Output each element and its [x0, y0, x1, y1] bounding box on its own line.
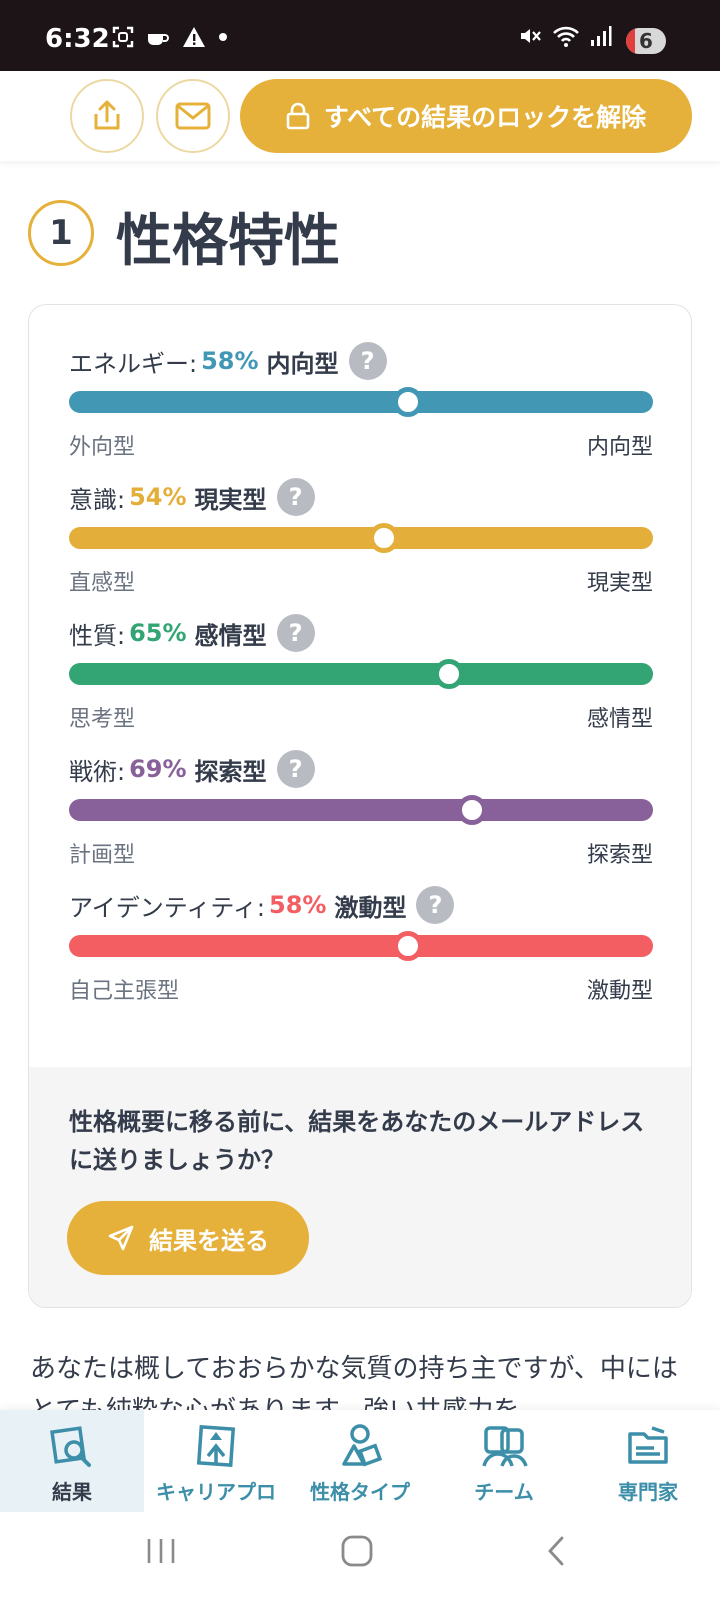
trait-percent: 54%: [129, 483, 187, 511]
mute-icon: [521, 29, 541, 43]
trait-dominant-side: 探索型: [194, 757, 267, 786]
traits-card: エネルギー: 58% 内向型? 外向型 内向型 意識: 54% 現実型? 直感型 現実型 性質: 65…: [28, 304, 692, 1308]
section-number: 1: [28, 200, 94, 266]
screenshot-icon: [112, 26, 134, 48]
send-icon: [108, 1225, 134, 1251]
nav-item-career[interactable]: キャリアプロ: [144, 1410, 288, 1512]
trait-heading: エネルギー: 58% 内向型?: [69, 341, 387, 381]
help-icon[interactable]: ?: [276, 750, 315, 788]
results-icon: [50, 1426, 91, 1467]
help-icon[interactable]: ?: [348, 342, 387, 380]
trait-left-label: 外向型: [69, 435, 136, 460]
trait-percent: 69%: [129, 755, 187, 783]
recent-apps-icon[interactable]: [144, 1534, 178, 1568]
status-notification-icons: [112, 26, 228, 48]
top-action-bar: すべての結果のロックを解除: [0, 71, 720, 161]
nav-label: 専門家: [618, 1480, 678, 1504]
share-button[interactable]: [70, 79, 144, 153]
nav-item-results[interactable]: 結果: [0, 1410, 144, 1512]
trait-dominant-side: 内向型: [266, 349, 339, 378]
trait-marker: [433, 659, 464, 689]
trait-bar: [69, 523, 653, 553]
battery-indicator: 6: [626, 28, 666, 54]
status-time: 6:32: [45, 24, 110, 54]
coffee-icon: [148, 34, 169, 45]
trait-bar: [69, 387, 653, 417]
trait-heading: アイデンティティ: 58% 激動型?: [69, 885, 455, 925]
trait-dominant-side: 感情型: [194, 621, 267, 650]
mail-icon: [175, 102, 211, 130]
trait-marker: [456, 795, 487, 825]
nav-item-personality-types[interactable]: 性格タイプ: [288, 1410, 432, 1512]
nav-item-team[interactable]: チーム: [432, 1410, 576, 1512]
unlock-all-results-button[interactable]: すべての結果のロックを解除: [240, 79, 692, 153]
trait-heading: 戦術: 69% 探索型?: [69, 749, 315, 789]
warning-icon: [183, 27, 205, 47]
trait-marker: [369, 523, 400, 553]
trait-percent: 58%: [269, 891, 327, 919]
trait-marker: [392, 387, 423, 417]
trait-bar: [69, 659, 653, 689]
trait-percent: 58%: [201, 347, 259, 375]
trait-left-label: 思考型: [69, 707, 136, 732]
trait-left-label: 直感型: [69, 571, 136, 596]
trait-right-label: 内向型: [586, 435, 653, 460]
email-button[interactable]: [156, 79, 230, 153]
nav-label: 結果: [52, 1480, 92, 1504]
experts-icon: [628, 1426, 668, 1464]
trait-name: 意識:: [69, 485, 126, 514]
system-navigation-bar: [0, 1512, 720, 1600]
trait-right-label: 感情型: [586, 707, 653, 732]
trait-left-label: 計画型: [69, 843, 136, 868]
lock-icon: [286, 102, 310, 130]
trait-left-label: 自己主張型: [69, 979, 180, 1004]
help-icon[interactable]: ?: [276, 478, 315, 516]
email-prompt-text: 性格概要に移る前に、結果をあなたのメールアドレスに送りましょうか？: [69, 1108, 645, 1174]
wifi-icon: [553, 26, 579, 47]
battery-level: 6: [639, 29, 653, 53]
trait-name: エネルギー:: [69, 349, 198, 378]
trait-bar: [69, 795, 653, 825]
send-results-button[interactable]: 結果を送る: [67, 1201, 309, 1275]
send-results-label: 結果を送る: [149, 1226, 269, 1255]
unlock-label: すべての結果のロックを解除: [323, 103, 647, 132]
trait-name: 性質:: [69, 621, 126, 650]
trait-heading: 性質: 65% 感情型?: [69, 613, 315, 653]
share-icon: [94, 100, 120, 130]
personality-types-icon: [342, 1424, 383, 1467]
trait-bar: [69, 931, 653, 961]
nav-label: 性格タイプ: [310, 1480, 410, 1504]
help-icon[interactable]: ?: [416, 886, 455, 924]
trait-dominant-side: 現実型: [194, 485, 267, 514]
trait-name: アイデンティティ:: [69, 893, 266, 922]
home-icon[interactable]: [340, 1534, 374, 1568]
nav-label: チーム: [474, 1480, 534, 1504]
back-icon[interactable]: [540, 1534, 574, 1568]
nav-item-experts[interactable]: 専門家: [576, 1410, 720, 1512]
dot-icon: [219, 33, 227, 41]
trait-dominant-side: 激動型: [334, 893, 407, 922]
team-icon: [482, 1426, 528, 1467]
trait-heading: 意識: 54% 現実型?: [69, 477, 315, 517]
status-bar: 6:32 6: [0, 0, 720, 71]
career-icon: [196, 1425, 236, 1467]
section-title: 性格特性: [116, 209, 340, 274]
trait-right-label: 探索型: [586, 843, 653, 868]
email-results-panel: 性格概要に移る前に、結果をあなたのメールアドレスに送りましょうか？ 結果を送る: [29, 1067, 691, 1307]
help-icon[interactable]: ?: [276, 614, 315, 652]
trait-marker: [392, 931, 423, 961]
nav-label: キャリアプロ: [156, 1480, 276, 1504]
trait-percent: 65%: [129, 619, 187, 647]
trait-right-label: 激動型: [586, 979, 653, 1004]
trait-right-label: 現実型: [586, 571, 653, 596]
bottom-navigation: 結果 キャリアプロ 性格タイプ チーム 専門家: [0, 1410, 720, 1512]
signal-icon: [591, 26, 612, 46]
trait-name: 戦術:: [69, 757, 126, 786]
status-system-icons: [518, 24, 612, 48]
